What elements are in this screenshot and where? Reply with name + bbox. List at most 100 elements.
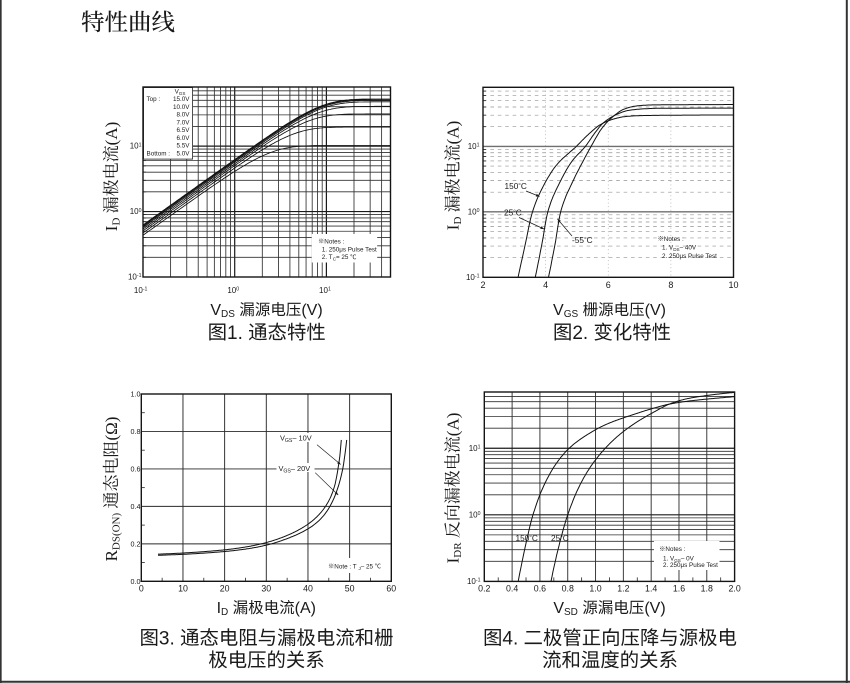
svg-text:V: V bbox=[553, 302, 564, 319]
svg-text:5.5V: 5.5V bbox=[177, 143, 191, 150]
svg-text:I: I bbox=[102, 225, 121, 231]
svg-text:10: 10 bbox=[134, 286, 143, 295]
svg-text:SD: SD bbox=[564, 607, 578, 618]
svg-text:0.2: 0.2 bbox=[130, 539, 140, 548]
svg-text:10.0V: 10.0V bbox=[173, 104, 190, 111]
svg-text:R: R bbox=[102, 549, 121, 561]
svg-text:°: ° bbox=[560, 533, 563, 541]
svg-text:Notes :: Notes : bbox=[664, 236, 684, 243]
svg-text:-55: -55 bbox=[572, 235, 584, 245]
svg-text:C: C bbox=[532, 533, 538, 543]
svg-text:15.0V: 15.0V bbox=[173, 96, 190, 103]
svg-text:1. V: 1. V bbox=[662, 245, 674, 252]
svg-text:-1: -1 bbox=[475, 274, 480, 280]
svg-text:2.: 2. bbox=[572, 323, 588, 344]
svg-text:25: 25 bbox=[504, 208, 514, 218]
svg-text:60: 60 bbox=[386, 584, 396, 594]
svg-text:1.4: 1.4 bbox=[645, 584, 657, 594]
svg-text:GS: GS bbox=[283, 468, 291, 474]
svg-text:– 0V: – 0V bbox=[681, 555, 695, 562]
svg-text:μ: μ bbox=[681, 562, 685, 569]
svg-text:0: 0 bbox=[139, 208, 142, 214]
svg-text:= 25: = 25 bbox=[336, 254, 349, 261]
svg-text:DR: DR bbox=[452, 542, 464, 558]
svg-text:V: V bbox=[210, 302, 221, 319]
svg-text:10: 10 bbox=[128, 273, 137, 282]
svg-text:10: 10 bbox=[319, 286, 328, 295]
svg-text:Top :: Top : bbox=[147, 96, 161, 103]
svg-text:D: D bbox=[221, 607, 228, 618]
svg-text:μ: μ bbox=[339, 247, 343, 254]
svg-text:s Pulse Test: s Pulse Test bbox=[683, 253, 717, 260]
svg-text:Notes :: Notes : bbox=[324, 238, 344, 245]
svg-text:1: 1 bbox=[478, 444, 481, 450]
svg-text:(V): (V) bbox=[645, 302, 666, 319]
svg-text:8.0V: 8.0V bbox=[177, 112, 191, 119]
svg-text:10: 10 bbox=[227, 286, 236, 295]
svg-text:6: 6 bbox=[606, 280, 611, 290]
svg-text:s Pulse Test: s Pulse Test bbox=[684, 562, 718, 569]
svg-text:0: 0 bbox=[236, 287, 239, 293]
svg-text:1. 250: 1. 250 bbox=[322, 247, 340, 254]
svg-text:(A): (A) bbox=[444, 121, 463, 145]
svg-text:°: ° bbox=[584, 235, 587, 243]
svg-text:°: ° bbox=[513, 208, 516, 216]
svg-text:(A): (A) bbox=[102, 122, 121, 146]
svg-text:V: V bbox=[279, 464, 284, 473]
svg-text:(A): (A) bbox=[444, 413, 463, 437]
svg-text:DS: DS bbox=[221, 309, 235, 320]
svg-text:s Pulse Test: s Pulse Test bbox=[343, 247, 377, 254]
svg-text:I: I bbox=[444, 557, 463, 563]
svg-text:0.8: 0.8 bbox=[130, 427, 140, 436]
svg-text:2. 250: 2. 250 bbox=[662, 253, 680, 260]
svg-text:0: 0 bbox=[477, 208, 480, 214]
svg-text:1: 1 bbox=[477, 143, 480, 149]
svg-text:25: 25 bbox=[551, 533, 561, 543]
svg-text:I: I bbox=[444, 224, 463, 230]
svg-text:0: 0 bbox=[478, 511, 481, 517]
svg-text:6.5V: 6.5V bbox=[177, 127, 191, 134]
svg-text:D: D bbox=[452, 217, 464, 225]
svg-text:D: D bbox=[110, 218, 122, 226]
svg-text:V: V bbox=[175, 89, 180, 96]
svg-text:4.: 4. bbox=[502, 629, 518, 650]
svg-text:– 10V: – 10V bbox=[292, 434, 311, 443]
svg-text:DS(ON): DS(ON) bbox=[110, 512, 122, 550]
svg-text:GS: GS bbox=[285, 438, 293, 444]
svg-text:7.0V: 7.0V bbox=[177, 119, 191, 126]
svg-text:0.4: 0.4 bbox=[130, 502, 140, 511]
svg-text:10: 10 bbox=[130, 142, 139, 151]
svg-text:(V): (V) bbox=[644, 600, 665, 617]
svg-text:GS: GS bbox=[179, 91, 186, 96]
svg-text:0.6: 0.6 bbox=[534, 584, 546, 594]
svg-text:°: ° bbox=[529, 533, 532, 541]
svg-text:10: 10 bbox=[728, 280, 738, 290]
svg-text:C: C bbox=[563, 533, 569, 543]
svg-text:1.6: 1.6 bbox=[673, 584, 685, 594]
svg-text:6.0V: 6.0V bbox=[177, 135, 191, 142]
svg-text:C: C bbox=[521, 181, 527, 191]
svg-text:(Ω): (Ω) bbox=[102, 417, 121, 441]
svg-text:DS: DS bbox=[673, 247, 679, 252]
svg-text:10: 10 bbox=[468, 142, 477, 151]
svg-text:5.0V: 5.0V bbox=[177, 150, 191, 157]
svg-text:0.8: 0.8 bbox=[562, 584, 574, 594]
svg-text:1: 1 bbox=[139, 142, 142, 148]
svg-text:I: I bbox=[217, 600, 221, 617]
svg-text:1.8: 1.8 bbox=[701, 584, 713, 594]
svg-text:– 25: – 25 bbox=[361, 563, 374, 570]
svg-text:10: 10 bbox=[466, 273, 475, 282]
svg-text:Bottom :: Bottom : bbox=[147, 150, 171, 157]
svg-text:1. V: 1. V bbox=[663, 555, 675, 562]
svg-text:GS: GS bbox=[674, 558, 681, 563]
svg-text:10: 10 bbox=[178, 584, 188, 594]
svg-text:Notes :: Notes : bbox=[665, 546, 685, 553]
svg-text:0: 0 bbox=[139, 584, 144, 594]
svg-text:4: 4 bbox=[543, 280, 548, 290]
svg-text:2.0: 2.0 bbox=[728, 584, 740, 594]
svg-text:0.6: 0.6 bbox=[130, 465, 140, 474]
svg-text:40: 40 bbox=[303, 584, 313, 594]
svg-text:C: C bbox=[516, 208, 522, 218]
svg-text:10: 10 bbox=[130, 207, 139, 216]
svg-text:10: 10 bbox=[469, 444, 478, 453]
